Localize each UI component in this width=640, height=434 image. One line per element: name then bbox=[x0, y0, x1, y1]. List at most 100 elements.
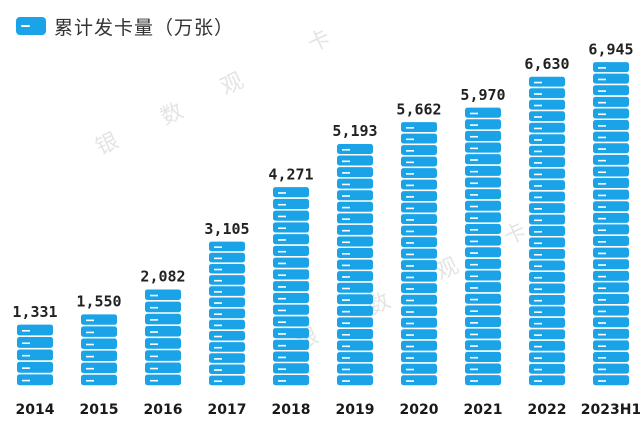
bar-stripe bbox=[406, 127, 414, 129]
x-tick-label: 2014 bbox=[16, 402, 55, 418]
bar bbox=[273, 187, 309, 386]
bar-segment bbox=[465, 258, 501, 269]
bar-segment bbox=[593, 85, 629, 96]
bar-stripe bbox=[214, 279, 222, 282]
bar-stripe bbox=[598, 148, 606, 150]
bar-segment bbox=[593, 294, 629, 305]
bar-stripe bbox=[278, 250, 286, 253]
bar-segment bbox=[465, 165, 501, 176]
bar-segment bbox=[465, 235, 501, 246]
bar-segment bbox=[209, 353, 245, 363]
bar-segment bbox=[17, 324, 53, 336]
bar-stripe bbox=[214, 246, 222, 249]
bar-segment bbox=[81, 326, 117, 337]
bar-segment bbox=[465, 363, 501, 374]
bar-segment bbox=[529, 237, 565, 248]
bar-stripe bbox=[406, 322, 414, 325]
bar bbox=[209, 241, 245, 386]
bar-segment bbox=[337, 352, 373, 363]
bar-segment bbox=[593, 212, 629, 223]
bar-segment bbox=[529, 317, 565, 328]
bar-stripe bbox=[22, 329, 30, 332]
bar-segment bbox=[401, 248, 437, 259]
bar-stripe bbox=[470, 287, 478, 289]
bar-segment bbox=[465, 154, 501, 165]
bar-stripe bbox=[342, 310, 350, 313]
bar-stripe bbox=[534, 139, 542, 141]
value-label: 1,550 bbox=[76, 293, 121, 311]
bar-segment bbox=[465, 119, 501, 130]
bar-segment bbox=[593, 259, 629, 270]
bar-segment bbox=[465, 328, 501, 339]
bar-segment bbox=[593, 131, 629, 142]
bar-segment bbox=[593, 166, 629, 177]
bar-segment bbox=[465, 223, 501, 235]
bar-segment bbox=[529, 191, 565, 202]
bar-segment bbox=[465, 305, 501, 316]
value-label: 1,331 bbox=[12, 303, 57, 321]
bar-segment bbox=[337, 224, 373, 235]
bar-stripe bbox=[214, 358, 222, 360]
bar-stripe bbox=[406, 276, 414, 279]
bar-stripe bbox=[342, 218, 350, 220]
bar bbox=[337, 143, 373, 386]
bar-stripe bbox=[598, 333, 606, 336]
bar-segment bbox=[145, 362, 181, 374]
bar-stripe bbox=[534, 173, 542, 176]
bar-segment bbox=[593, 352, 629, 363]
bar-stripe bbox=[470, 263, 478, 266]
bar-stripe bbox=[342, 357, 350, 359]
bar-stripe bbox=[598, 194, 606, 197]
bar-segment bbox=[209, 342, 245, 352]
bar-segment bbox=[81, 338, 117, 349]
bar-stripe bbox=[598, 275, 606, 278]
bar-segment bbox=[273, 222, 309, 233]
bar-segment bbox=[593, 201, 629, 212]
bar-segment bbox=[401, 283, 437, 294]
bar-stripe bbox=[534, 185, 542, 187]
bar-stripe bbox=[214, 369, 222, 371]
bar-segment bbox=[337, 190, 373, 201]
bar-segment bbox=[17, 361, 53, 373]
bar-stripe bbox=[406, 242, 414, 244]
bar-segment bbox=[401, 329, 437, 340]
bar-stripe bbox=[278, 380, 286, 382]
bar bbox=[593, 62, 629, 386]
bar-segment bbox=[401, 133, 437, 144]
bar-stripe bbox=[214, 313, 222, 316]
bar-segment bbox=[401, 214, 437, 225]
bar-segment bbox=[401, 168, 437, 179]
bar-segment bbox=[273, 245, 309, 256]
bar-stripe bbox=[598, 101, 606, 104]
bar-stripe bbox=[150, 294, 158, 297]
bar-segment bbox=[337, 328, 373, 339]
x-tick-label: 2016 bbox=[144, 402, 183, 418]
bar-stripe bbox=[470, 205, 478, 208]
x-tick-label: 2015 bbox=[80, 402, 119, 418]
bar-stripe bbox=[598, 287, 606, 290]
bar-segment bbox=[401, 122, 437, 132]
bar-segment bbox=[337, 213, 373, 224]
bar-segment bbox=[529, 363, 565, 374]
bar-segment bbox=[465, 130, 501, 141]
bar-segment bbox=[145, 350, 181, 361]
bar-segment bbox=[465, 351, 501, 362]
bar-stripe bbox=[598, 78, 606, 81]
bar-segment bbox=[337, 201, 373, 212]
bar-stripe bbox=[342, 148, 350, 151]
bar-stripe bbox=[342, 333, 350, 336]
value-label: 4,271 bbox=[268, 165, 313, 183]
bar-stripe bbox=[470, 228, 478, 231]
bar-segment bbox=[337, 375, 373, 386]
bar-stripe bbox=[22, 342, 30, 345]
bar-segment bbox=[337, 282, 373, 293]
bar-stripe bbox=[342, 276, 350, 278]
bar-stripe bbox=[598, 252, 606, 255]
value-label: 3,105 bbox=[204, 220, 249, 238]
bar-segment bbox=[401, 145, 437, 155]
bar-segment bbox=[337, 248, 373, 259]
bar-stripe bbox=[278, 309, 286, 312]
bar-segment bbox=[529, 306, 565, 317]
bar-stripe bbox=[534, 127, 542, 130]
bar-stripe bbox=[598, 217, 606, 220]
